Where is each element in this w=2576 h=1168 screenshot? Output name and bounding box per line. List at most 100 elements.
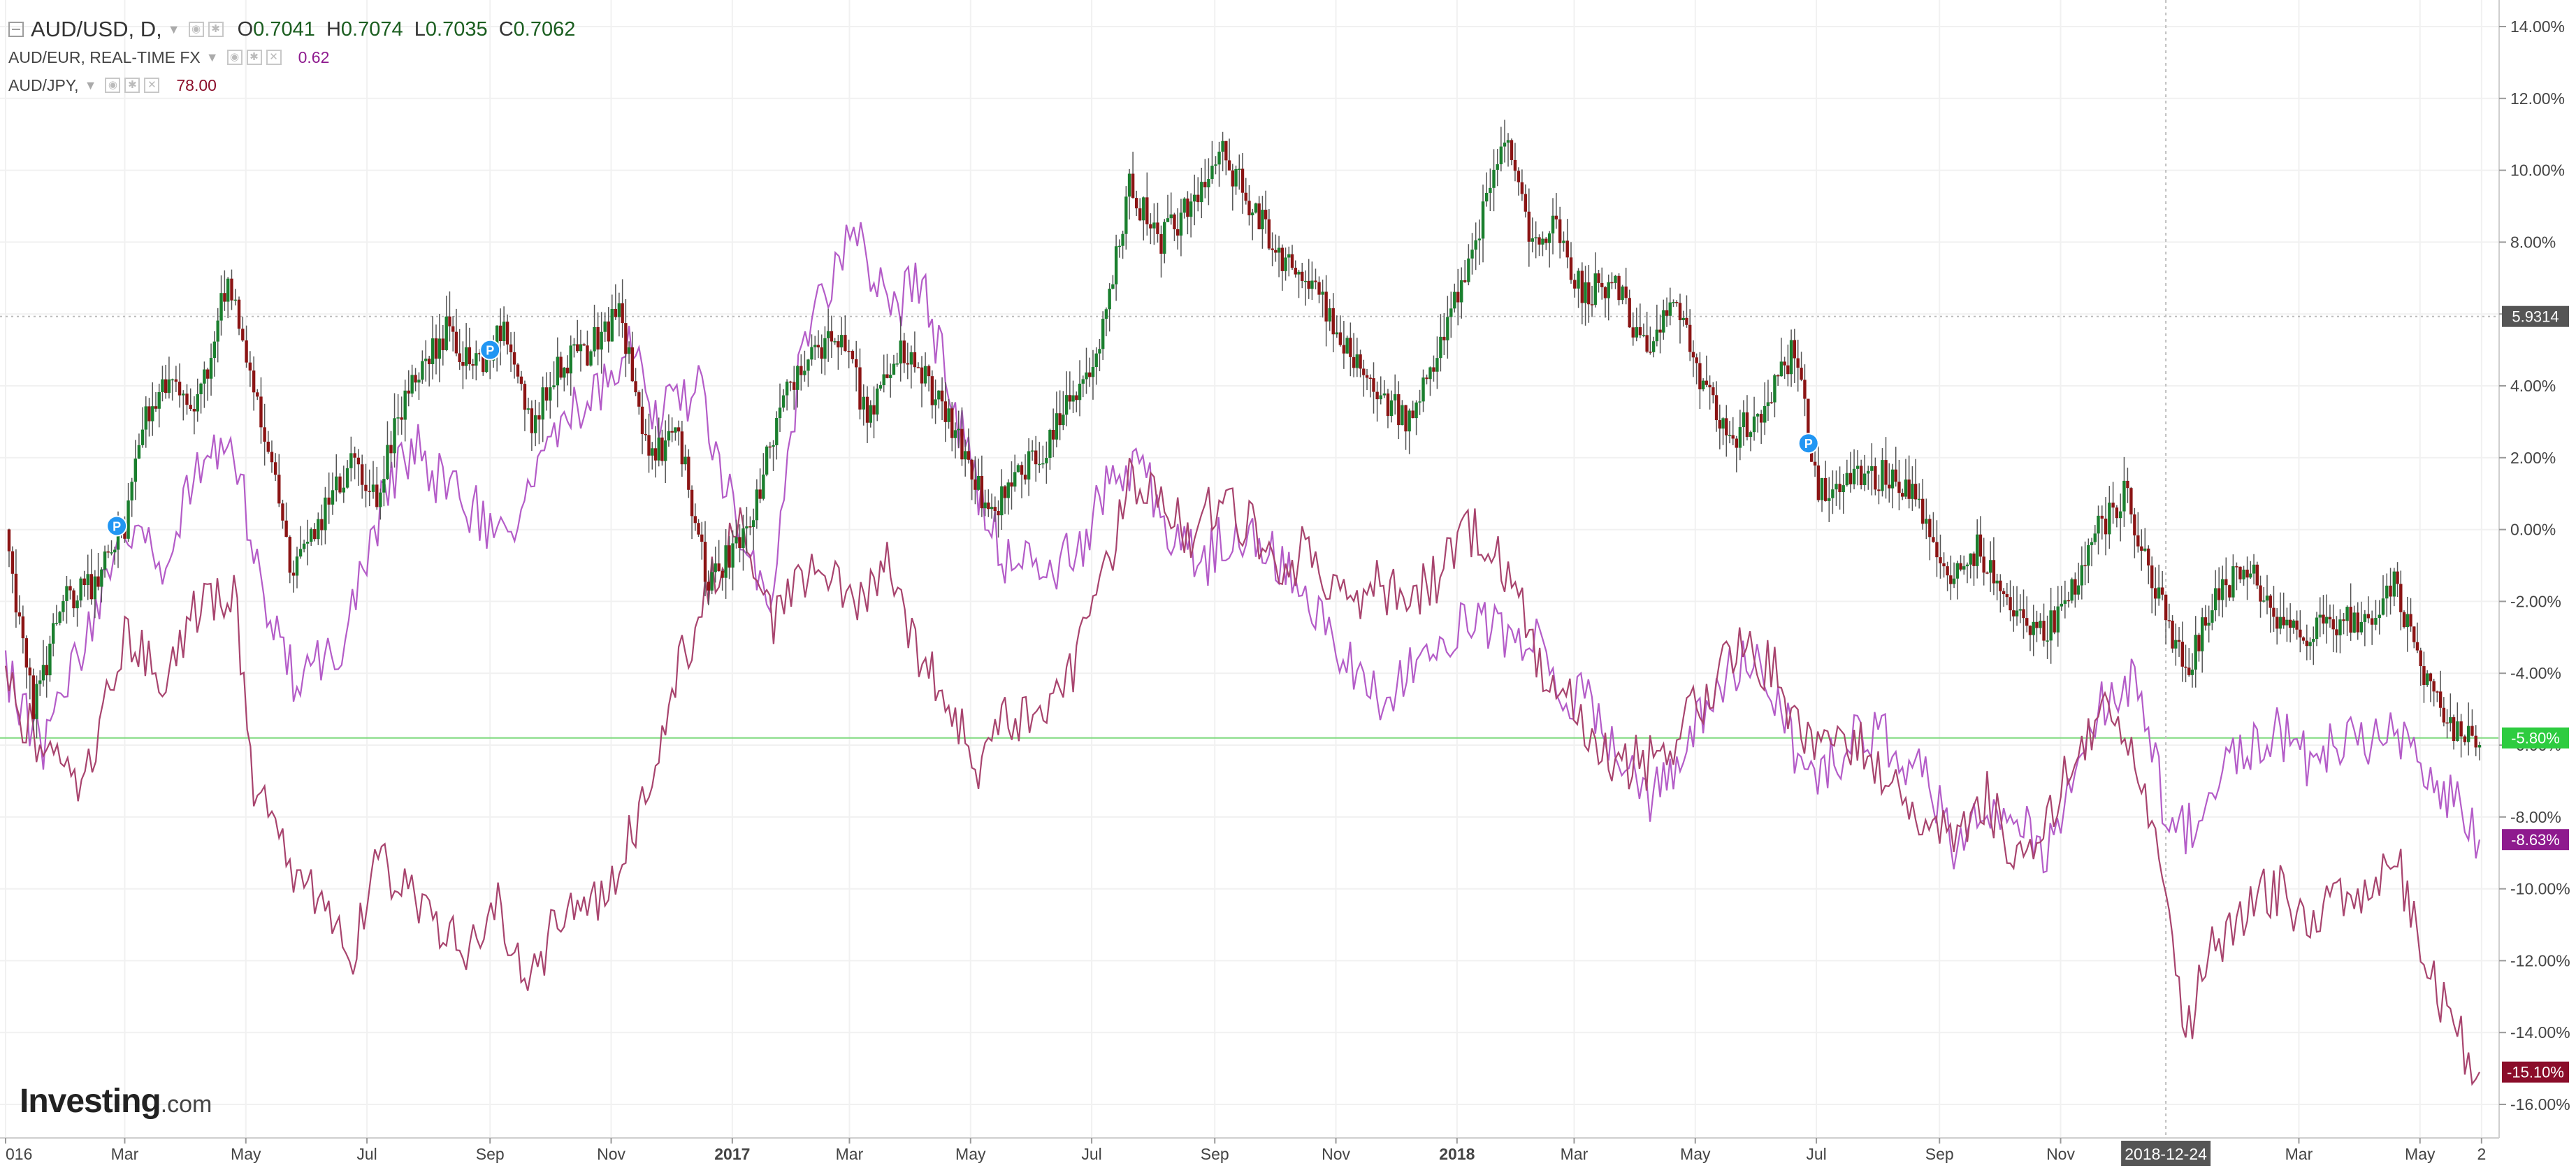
settings-icon[interactable]: ✱ bbox=[246, 50, 262, 65]
price-tick-label: 2.00% bbox=[2510, 449, 2556, 467]
candle-body bbox=[1776, 375, 1780, 377]
candle-body bbox=[2249, 573, 2252, 578]
eye-icon[interactable]: ◉ bbox=[105, 78, 121, 93]
candle-body bbox=[674, 427, 677, 433]
candle-body bbox=[738, 537, 741, 548]
candle-body bbox=[775, 417, 779, 445]
series2-symbol[interactable]: AUD/EUR, REAL-TIME FX bbox=[8, 48, 201, 66]
candle-body bbox=[1393, 394, 1397, 401]
candle-body bbox=[847, 350, 851, 352]
candle-body bbox=[533, 415, 537, 433]
candle-body bbox=[1342, 345, 1346, 354]
candle-body bbox=[1577, 271, 1580, 289]
candle-body bbox=[603, 321, 607, 332]
eye-icon[interactable]: ◉ bbox=[226, 50, 243, 65]
candle-body bbox=[1745, 412, 1749, 437]
event-marker[interactable] bbox=[106, 515, 128, 537]
candle-body bbox=[368, 491, 371, 492]
candle-body bbox=[206, 369, 210, 379]
event-marker[interactable] bbox=[479, 339, 501, 361]
candle-body bbox=[100, 569, 103, 587]
candle-body bbox=[1890, 469, 1895, 489]
candle-body bbox=[657, 438, 660, 461]
candle-body bbox=[2060, 603, 2063, 607]
chevron-down-icon[interactable]: ▼ bbox=[84, 78, 97, 92]
candle-body bbox=[1921, 498, 1925, 524]
candle-body bbox=[2374, 618, 2378, 625]
candle-body bbox=[1770, 402, 1773, 403]
time-tick-label: May bbox=[955, 1145, 986, 1163]
candle-body bbox=[934, 399, 937, 405]
candle-body bbox=[2111, 503, 2115, 508]
candle-body bbox=[923, 366, 927, 384]
candle-body bbox=[1813, 461, 1817, 466]
collapse-legend-icon[interactable] bbox=[8, 22, 24, 37]
candle-body bbox=[1952, 578, 1956, 584]
candle-body bbox=[2067, 600, 2071, 602]
event-markers[interactable]: P P P bbox=[106, 339, 1819, 537]
candle-body bbox=[1463, 280, 1467, 282]
candle-body bbox=[2187, 668, 2191, 675]
candle-body bbox=[1995, 580, 1999, 584]
candle-body bbox=[2392, 571, 2396, 597]
main-symbol[interactable]: AUD/USD, D, bbox=[31, 17, 162, 41]
candle-body bbox=[1111, 284, 1115, 289]
time-axis[interactable]: 016 Mar May Jul Sep Nov 2017 Mar May Jul Sep Nov 201… bbox=[5, 1138, 2486, 1166]
candle-body bbox=[916, 367, 920, 368]
candle-body bbox=[266, 441, 270, 452]
candle-body bbox=[937, 390, 941, 400]
candle-body bbox=[2396, 571, 2399, 584]
event-marker-label: P bbox=[1804, 437, 1813, 451]
chevron-down-icon[interactable]: ▼ bbox=[167, 22, 180, 36]
close-icon[interactable]: ✕ bbox=[144, 78, 160, 93]
candle-body bbox=[670, 431, 674, 433]
candle-body bbox=[137, 445, 141, 459]
candle-body bbox=[693, 516, 697, 524]
candle-body bbox=[2432, 681, 2436, 692]
candle-body bbox=[203, 369, 206, 384]
candle-body bbox=[627, 347, 631, 354]
settings-icon[interactable]: ✱ bbox=[208, 22, 224, 37]
chevron-down-icon[interactable]: ▼ bbox=[205, 50, 219, 64]
candle-body bbox=[565, 368, 570, 374]
candle-body bbox=[2126, 480, 2129, 489]
candle-body bbox=[345, 468, 349, 488]
candle-body bbox=[2477, 745, 2482, 748]
candle-body bbox=[2278, 617, 2282, 629]
candle-body bbox=[1104, 309, 1108, 319]
time-tick-label: Jul bbox=[1806, 1145, 1826, 1163]
candle-body bbox=[1590, 304, 1594, 305]
eye-icon[interactable]: ◉ bbox=[188, 22, 204, 37]
candle-body bbox=[110, 552, 113, 554]
candle-body bbox=[2090, 542, 2094, 545]
candle-body bbox=[270, 452, 274, 463]
candle-body bbox=[1946, 566, 1949, 576]
candle-body bbox=[1816, 465, 1821, 500]
series3-symbol[interactable]: AUD/JPY, bbox=[8, 75, 79, 94]
candle-body bbox=[1091, 367, 1095, 377]
candle-body bbox=[1152, 222, 1156, 229]
settings-icon[interactable]: ✱ bbox=[124, 78, 140, 93]
candle-body bbox=[1911, 484, 1914, 499]
candle-body bbox=[1600, 282, 1604, 287]
candle-body bbox=[855, 359, 858, 368]
candle-body bbox=[1368, 377, 1372, 379]
candle-body bbox=[2083, 565, 2087, 567]
candle-body bbox=[1041, 463, 1045, 465]
candle-body bbox=[1267, 219, 1271, 249]
candle-body bbox=[2356, 612, 2359, 633]
candle-body bbox=[2389, 585, 2392, 597]
candle-body bbox=[1949, 575, 1953, 584]
candle-body bbox=[2164, 594, 2168, 621]
candle-body bbox=[1796, 358, 1800, 368]
candle-body bbox=[230, 278, 233, 301]
candle-body bbox=[1725, 418, 1728, 435]
event-marker[interactable] bbox=[1797, 433, 1819, 454]
close-icon[interactable]: ✕ bbox=[266, 50, 282, 65]
candle-body bbox=[505, 322, 509, 345]
candle-body bbox=[1159, 233, 1163, 254]
candle-body bbox=[252, 370, 256, 393]
candle-body bbox=[806, 359, 810, 371]
price-axis[interactable]: 14.00%12.00%10.00%8.00%6.00%4.00%2.00%0.… bbox=[2499, 17, 2570, 1113]
